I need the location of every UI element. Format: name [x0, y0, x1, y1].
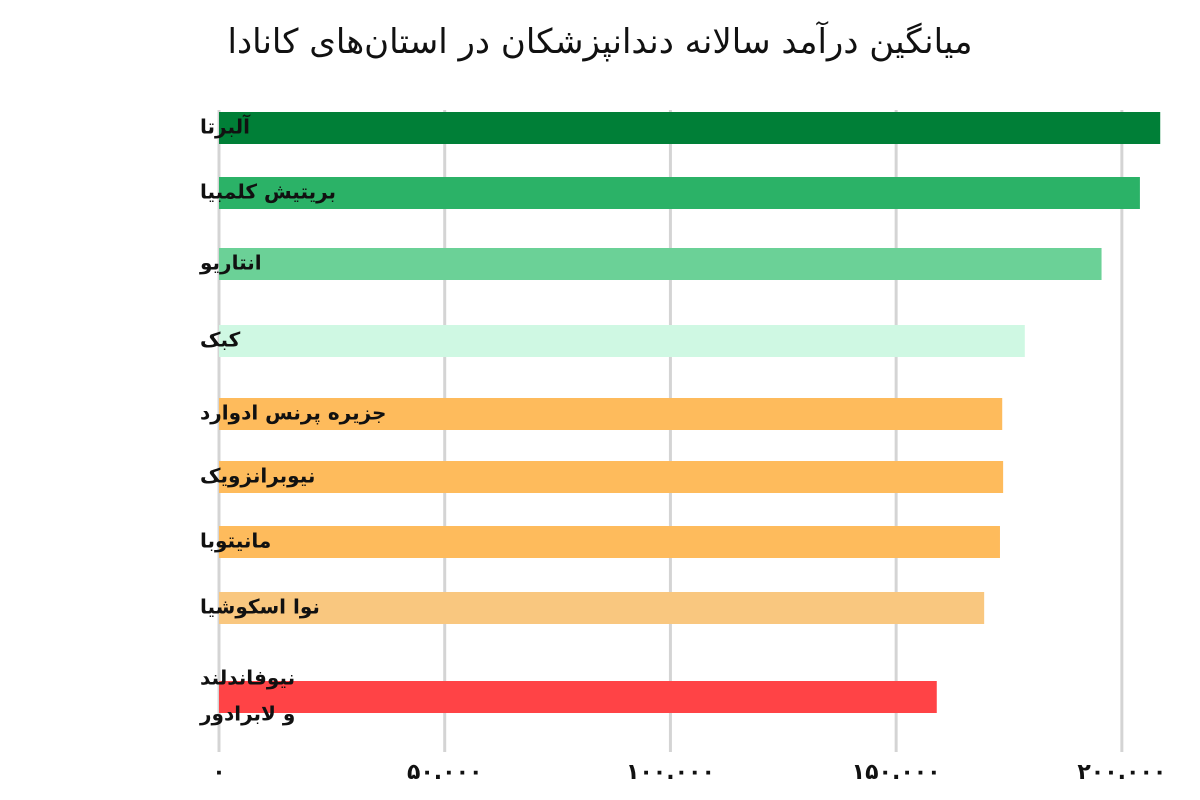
category-labels: آلبرتا بریتیش کلمبیا انتاریو کبک جزیره پرنس … [199, 114, 386, 726]
x-tick-label: ۲۰۰.۰۰۰ [1077, 760, 1166, 785]
category-label: بریتیش کلمبیا [200, 180, 336, 204]
x-tick-label: ۱۰۰.۰۰۰ [626, 760, 715, 785]
category-label: کبک [200, 328, 241, 352]
bar [219, 112, 1161, 144]
x-tick-label: ۵۰.۰۰۰ [407, 760, 483, 785]
category-label: نوا اسکوشیا [200, 595, 320, 619]
bar [219, 681, 937, 713]
category-label: جزیره پرنس ادوارد [200, 401, 386, 426]
category-label: مانیتوبا [200, 529, 271, 553]
category-label: نیوبرانزویک [200, 464, 315, 488]
category-label: انتاریو [199, 251, 262, 275]
bar [219, 461, 1004, 493]
bar [219, 325, 1025, 357]
category-label: و لابرادور [199, 702, 295, 726]
grid-lines [217, 110, 1124, 752]
bar [219, 526, 1000, 558]
bar [219, 248, 1102, 280]
x-axis-tick-labels: ۰ ۵۰.۰۰۰ ۱۰۰.۰۰۰ ۱۵۰.۰۰۰ ۲۰۰.۰۰۰ [212, 760, 1166, 785]
bar [219, 398, 1003, 430]
category-label: آلبرتا [200, 114, 251, 139]
x-tick-label: ۰ [212, 760, 225, 785]
category-label: نیوفاندلند [200, 666, 295, 690]
bar [219, 177, 1140, 209]
bar [219, 592, 985, 624]
bars [219, 112, 1161, 713]
chart-title: میانگین درآمد سالانه دندانپزشکان در استا… [227, 22, 973, 62]
x-tick-label: ۱۵۰.۰۰۰ [852, 760, 941, 785]
